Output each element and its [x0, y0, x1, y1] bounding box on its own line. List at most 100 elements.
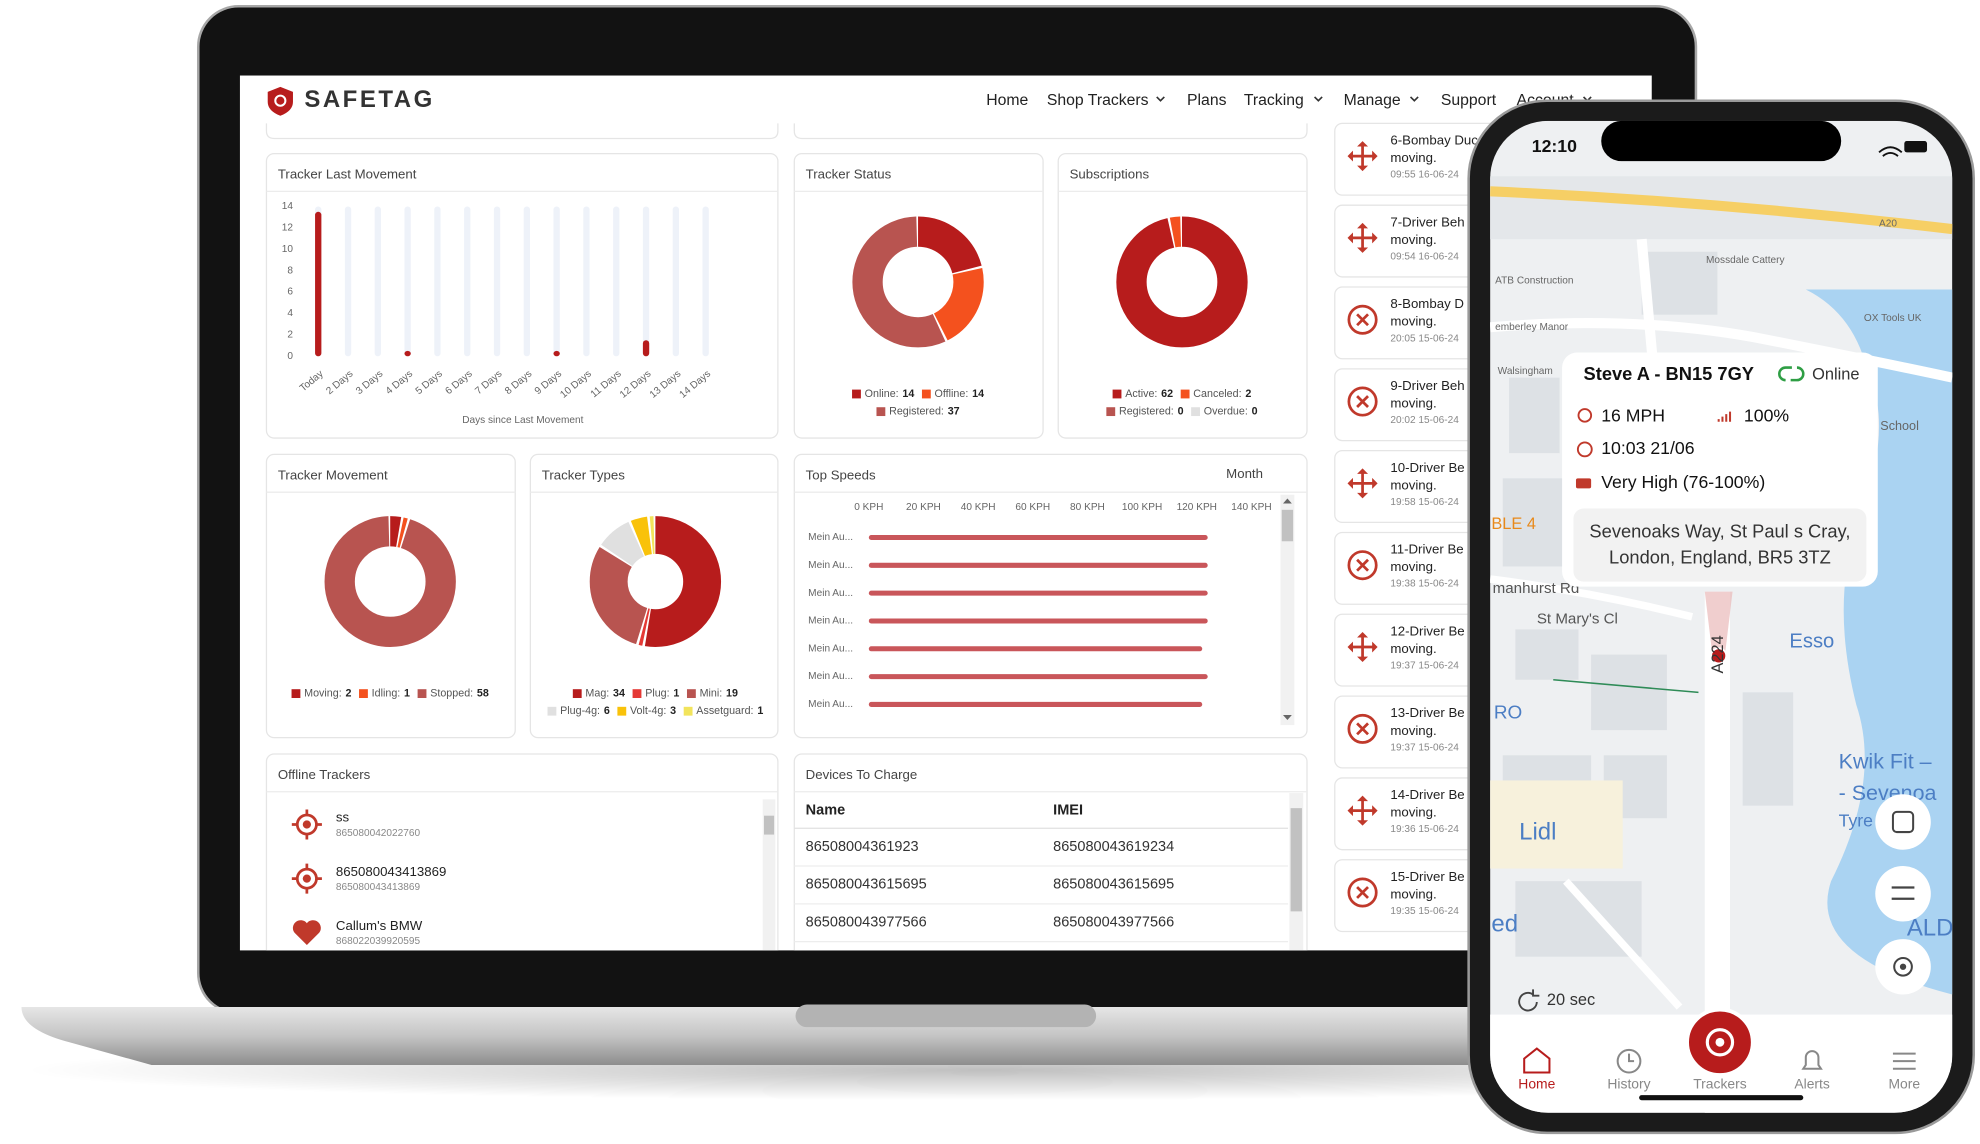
legend-value: 37	[948, 405, 960, 417]
tab-label[interactable]: More	[1888, 1076, 1920, 1092]
activity-name: 11-Driver Be	[1390, 542, 1463, 557]
map-label: St Mary's Cl	[1537, 610, 1618, 627]
nav-link[interactable]: Shop Trackers	[1047, 92, 1149, 109]
legend-value: 6	[604, 705, 610, 717]
legend-label: Active:	[1125, 388, 1157, 400]
map-label: BLE 4	[1491, 515, 1536, 533]
y-tick-label: Mein Au...	[808, 560, 853, 571]
legend-swatch	[1106, 407, 1116, 417]
nav-link[interactable]: Support	[1441, 92, 1497, 109]
legend-swatch	[547, 706, 557, 716]
laptop-notch	[795, 1004, 1097, 1028]
tracker-imei: 868022039920595	[336, 936, 421, 947]
address-line: Sevenoaks Way, St Paul s Cray,	[1589, 520, 1850, 541]
vehicle-marker	[1710, 647, 1728, 665]
map-label: Walsingham	[1498, 366, 1553, 377]
bar	[868, 590, 1208, 596]
activity-status: moving.	[1390, 477, 1436, 492]
battery-status	[1904, 140, 1928, 153]
vehicle-name: Steve A - BN15 7GY	[1584, 363, 1754, 384]
main-road	[1490, 186, 1953, 235]
bar-track	[672, 206, 680, 357]
tab-icons	[1523, 1047, 1916, 1074]
tab-label[interactable]: Trackers	[1693, 1076, 1747, 1092]
clock-icon	[1576, 441, 1593, 458]
activity-status: moving.	[1390, 396, 1436, 411]
legend-item: Idling: 1	[359, 687, 410, 699]
bar	[404, 350, 411, 357]
activity-time: 19:37 15-06-24	[1390, 661, 1459, 672]
legend-swatch	[417, 689, 427, 699]
activity-time: 09:55 16-06-24	[1390, 170, 1459, 181]
y-tick-label: 10	[282, 244, 294, 255]
column-header: Name	[806, 803, 846, 819]
activity-name: 7-Driver Beh	[1390, 214, 1464, 229]
donut-segment	[324, 516, 456, 648]
tab-label[interactable]: History	[1607, 1076, 1650, 1092]
map-label: RO	[1494, 703, 1522, 724]
activity-time: 19:35 15-06-24	[1390, 906, 1459, 917]
lidl-area	[1490, 780, 1623, 869]
activity-time: 19:36 15-06-24	[1390, 824, 1459, 835]
legend-swatch	[632, 689, 642, 699]
x-tick-label: 140 KPH	[1231, 502, 1271, 513]
card-edges	[265, 123, 1308, 140]
table-cell: 865080043615695	[1053, 877, 1174, 893]
legend-item: Overdue: 0	[1191, 405, 1258, 417]
scroll-thumb[interactable]	[1281, 509, 1294, 542]
bar	[315, 211, 322, 357]
address-box	[1573, 508, 1867, 582]
nav-link[interactable]: Manage	[1344, 92, 1401, 109]
legend-value: 14	[902, 388, 914, 400]
legend-item: Canceled: 2	[1180, 388, 1251, 400]
table-cell: 865080043615695	[806, 877, 927, 893]
card-title: Tracker Status	[806, 166, 892, 181]
tab-label[interactable]: Home	[1518, 1076, 1555, 1092]
tab-label[interactable]: Alerts	[1794, 1076, 1830, 1092]
refresh-icon	[1518, 989, 1540, 1012]
donut-segment	[324, 516, 456, 648]
legend-item: Active: 62	[1112, 388, 1173, 400]
scroll-thumb[interactable]	[1290, 808, 1302, 912]
phone: Mossdale Cattery ATB Construction OX Tools…	[1467, 99, 1976, 1135]
legend-value: 1	[404, 687, 410, 699]
legend-label: Online:	[865, 388, 899, 400]
logo-shield	[267, 86, 293, 116]
legend-value: 1	[757, 705, 763, 717]
donut-segment	[852, 216, 984, 348]
card	[265, 152, 779, 439]
card-title: Subscriptions	[1070, 166, 1150, 181]
nav-link[interactable]: Plans	[1187, 92, 1227, 109]
battery-icon	[1717, 411, 1732, 422]
signal: Very High (76-100%)	[1601, 472, 1765, 492]
activity-name: 13-Driver Be	[1390, 705, 1464, 720]
card-title: Top Speeds	[806, 467, 876, 482]
bar	[868, 562, 1208, 568]
legend-label: Canceled:	[1193, 388, 1241, 400]
period-select[interactable]: Month	[1226, 466, 1263, 481]
tracker-name: Callum's BMW	[336, 918, 423, 933]
card-title: Tracker Last Movement	[278, 166, 417, 181]
status-time: 12:10	[1532, 136, 1577, 156]
speed: 16 MPH	[1601, 405, 1665, 425]
card	[265, 753, 779, 951]
nav-link[interactable]: Tracking	[1244, 92, 1304, 109]
bar-track	[493, 206, 501, 357]
activity-name: 15-Driver Be	[1390, 869, 1464, 884]
bar-track	[374, 206, 381, 357]
nav-link[interactable]: Home	[986, 92, 1028, 109]
legend-swatch	[359, 689, 368, 699]
y-tick-label: Mein Au...	[808, 588, 853, 599]
scroll-thumb[interactable]	[763, 815, 775, 835]
legend-item: Moving: 2	[291, 687, 352, 699]
donut-segment	[589, 516, 722, 648]
legend-swatch	[876, 407, 886, 417]
activity-name: 6-Bombay Duc	[1390, 132, 1478, 147]
bar	[868, 646, 1203, 652]
activity-time: 19:58 15-06-24	[1390, 497, 1459, 508]
x-tick-label: 0 KPH	[854, 502, 883, 513]
x-tick-label: 60 KPH	[1015, 502, 1050, 513]
legend-value: 14	[972, 388, 984, 400]
